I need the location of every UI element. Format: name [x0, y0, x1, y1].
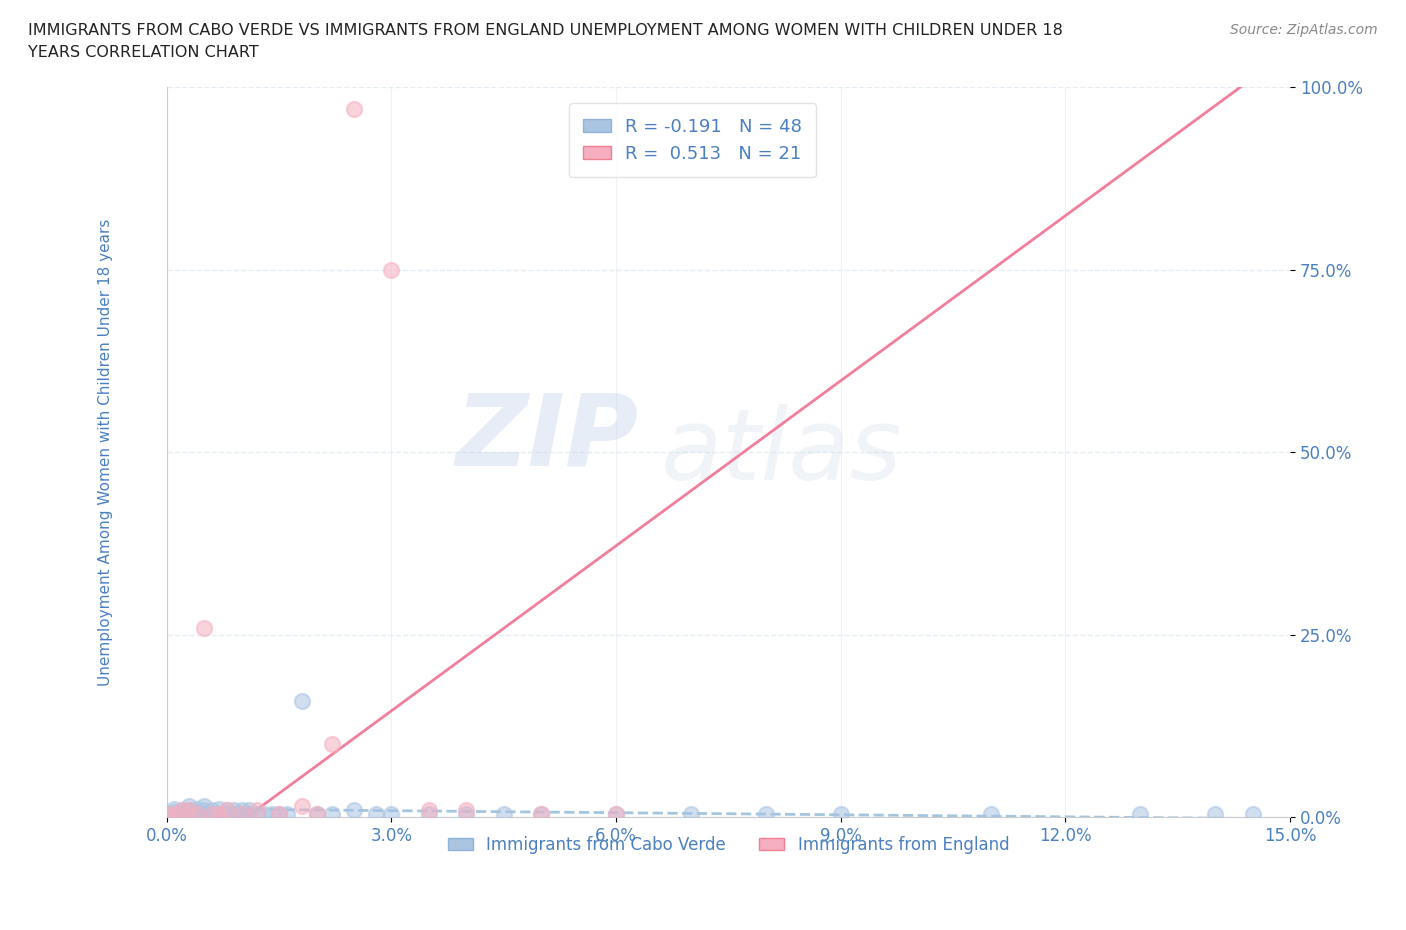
Point [215, 803, 238, 817]
Point [231, 806, 253, 821]
Text: YEARS CORRELATION CHART: YEARS CORRELATION CHART [28, 45, 259, 60]
Point [980, 806, 1002, 821]
Point [156, 806, 179, 821]
Point [492, 806, 515, 821]
Point [163, 802, 186, 817]
Point [1241, 806, 1264, 821]
Point [380, 806, 402, 821]
Point [679, 806, 702, 821]
Point [186, 806, 208, 821]
Point [201, 806, 224, 821]
Point [163, 806, 186, 821]
Point [291, 799, 314, 814]
Point [291, 693, 314, 708]
Point [260, 806, 283, 821]
Text: atlas: atlas [661, 404, 903, 500]
Point [208, 802, 231, 817]
Point [170, 803, 193, 817]
Point [605, 806, 627, 821]
Point [269, 806, 291, 821]
Text: ZIP: ZIP [456, 389, 638, 486]
Point [366, 806, 388, 821]
Point [418, 803, 440, 817]
Point [208, 806, 231, 821]
Point [193, 806, 215, 821]
Point [238, 806, 260, 821]
Point [215, 803, 238, 817]
Point [530, 806, 553, 821]
Point [276, 806, 298, 821]
Text: IMMIGRANTS FROM CABO VERDE VS IMMIGRANTS FROM ENGLAND UNEMPLOYMENT AMONG WOMEN W: IMMIGRANTS FROM CABO VERDE VS IMMIGRANTS… [28, 23, 1063, 38]
Text: Unemployment Among Women with Children Under 18 years: Unemployment Among Women with Children U… [97, 219, 112, 686]
Point [755, 806, 778, 821]
Point [186, 806, 208, 821]
Point [305, 806, 328, 821]
Point [246, 803, 269, 817]
Point [343, 101, 366, 116]
Point [1129, 806, 1152, 821]
Point [343, 803, 366, 817]
Point [170, 806, 193, 821]
Point [208, 806, 231, 821]
Point [201, 803, 224, 817]
Point [456, 806, 478, 821]
Point [231, 806, 253, 821]
Point [186, 802, 208, 817]
Point [456, 803, 478, 817]
Point [246, 806, 269, 821]
Point [179, 803, 201, 817]
Point [321, 806, 343, 821]
Point [179, 799, 201, 814]
Point [170, 803, 193, 817]
Point [269, 806, 291, 821]
Point [193, 620, 215, 635]
Point [238, 803, 260, 817]
Point [418, 806, 440, 821]
Point [530, 806, 553, 821]
Point [224, 803, 246, 817]
Point [179, 803, 201, 817]
Point [321, 737, 343, 751]
Point [380, 262, 402, 277]
Point [224, 806, 246, 821]
Point [253, 806, 276, 821]
Text: Source: ZipAtlas.com: Source: ZipAtlas.com [1230, 23, 1378, 37]
Point [163, 804, 186, 819]
Point [215, 806, 238, 821]
Point [231, 803, 253, 817]
Point [830, 806, 852, 821]
Point [179, 805, 201, 820]
Point [193, 798, 215, 813]
Point [1204, 806, 1226, 821]
Point [201, 806, 224, 821]
Point [156, 806, 179, 821]
Point [193, 803, 215, 817]
Point [605, 806, 627, 821]
Point [305, 806, 328, 821]
Legend: Immigrants from Cabo Verde, Immigrants from England: Immigrants from Cabo Verde, Immigrants f… [441, 829, 1015, 860]
